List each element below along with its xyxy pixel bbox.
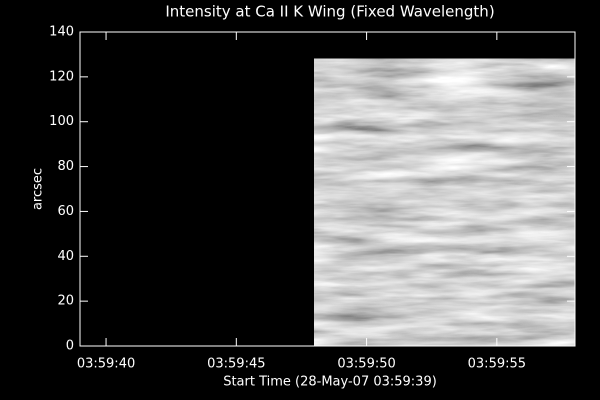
y-tick-label: 140 xyxy=(49,25,74,40)
x-tick-label: 03:59:40 xyxy=(77,357,135,372)
x-tick-label: 03:59:50 xyxy=(337,357,395,372)
x-tick-label: 03:59:55 xyxy=(468,357,526,372)
x-axis-label: Start Time (28-May-07 03:59:39) xyxy=(223,375,437,390)
chart-title: Intensity at Ca II K Wing (Fixed Wavelen… xyxy=(165,3,494,21)
y-tick-label: 40 xyxy=(57,249,74,264)
plot-frame xyxy=(79,31,576,347)
y-tick-label: 60 xyxy=(57,204,74,219)
intensity-image xyxy=(314,58,575,347)
y-tick-label: 80 xyxy=(57,159,74,174)
y-tick-label: 0 xyxy=(66,339,74,354)
y-axis-label: arcsec xyxy=(31,168,46,210)
y-tick-label: 20 xyxy=(57,294,74,309)
y-tick-label: 120 xyxy=(49,69,74,84)
x-tick-label: 03:59:45 xyxy=(207,357,265,372)
y-tick-label: 100 xyxy=(49,114,74,129)
